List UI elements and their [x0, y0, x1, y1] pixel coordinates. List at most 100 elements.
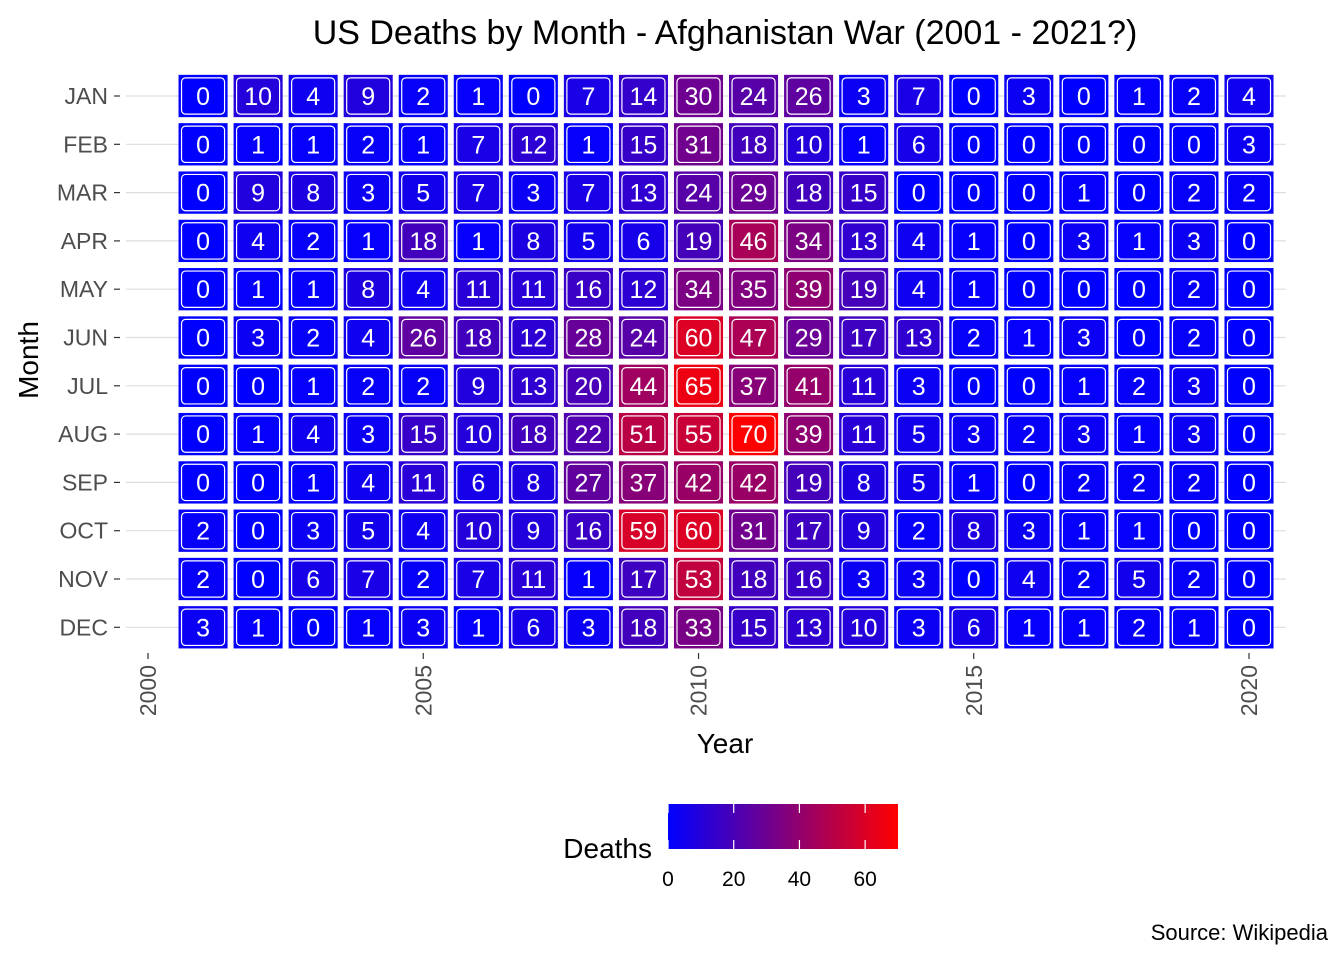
cell-tile [729, 461, 779, 504]
cell-label-box [1061, 77, 1106, 115]
cell-tile [673, 219, 724, 263]
cell-label: 3 [251, 325, 265, 353]
cell-label-box [896, 608, 941, 647]
cell-label: 51 [630, 421, 658, 449]
legend-tick-label: 40 [788, 868, 811, 891]
cell-label-box [786, 367, 831, 405]
cell-tile [784, 461, 834, 504]
cell-tile [1169, 461, 1219, 504]
cell-label: 0 [1022, 180, 1036, 208]
cell-label: 0 [1132, 325, 1146, 353]
cell-label-box [456, 125, 501, 164]
cell-tile [1114, 557, 1164, 601]
cell-label: 13 [795, 614, 823, 642]
cell-label-box [291, 318, 336, 357]
cell-label: 2 [1132, 614, 1146, 642]
cell-tile [673, 123, 724, 166]
cell-tile [343, 268, 393, 311]
cell-label: 0 [526, 83, 540, 111]
cell-label-box [1061, 222, 1106, 260]
heatmap-cell: 3 [1004, 509, 1054, 552]
heatmap-cell: 1 [1004, 606, 1054, 649]
cell-label: 0 [912, 180, 926, 208]
cell-tile [233, 606, 283, 649]
heatmap-cell: 0 [178, 268, 228, 311]
cell-tile [618, 316, 668, 359]
cell-label: 0 [1242, 614, 1256, 642]
cell-label-box [180, 463, 226, 502]
cell-label-box [401, 511, 446, 550]
heatmap-cell: 1 [1169, 606, 1219, 649]
cell-label-box [511, 511, 556, 550]
heatmap-cell: 46 [729, 219, 779, 263]
heatmap-cell: 1 [343, 219, 393, 263]
heatmap-cell: 0 [949, 74, 999, 118]
cell-label-box [401, 560, 446, 598]
cell-label-box [346, 608, 391, 647]
heatmap-cell: 2 [1169, 557, 1219, 601]
cell-label-box [346, 270, 391, 308]
heatmap-cell: 2 [1169, 171, 1219, 214]
heatmap-cell: 1 [1114, 219, 1164, 263]
cell-label-box [621, 270, 666, 308]
cell-label-box [456, 270, 501, 308]
cell-tile [233, 412, 283, 456]
cell-label-box [621, 463, 666, 502]
heatmap-cell: 0 [178, 219, 228, 263]
cell-label: 13 [905, 325, 933, 353]
cell-label-box [346, 511, 391, 550]
cell-label-box [346, 77, 391, 115]
cell-label: 11 [520, 566, 546, 594]
cell-tile [1224, 219, 1274, 263]
heatmap-cell: 3 [894, 557, 944, 601]
y-tick-label: OCT [59, 518, 108, 544]
cell-tile [673, 171, 724, 214]
cell-label: 1 [251, 614, 265, 642]
cell-label: 11 [465, 276, 491, 304]
heatmap-cell: 0 [1059, 74, 1109, 118]
cell-label-box [621, 511, 666, 550]
heatmap-cell: 13 [784, 606, 834, 649]
heatmap-cell: 6 [618, 219, 668, 263]
heatmap-cell: 12 [508, 316, 558, 359]
y-tick-label: DEC [59, 614, 108, 640]
cell-label: 0 [1132, 180, 1146, 208]
cell-label-box [621, 222, 666, 260]
cell-label: 42 [685, 469, 713, 497]
cell-tile [343, 74, 393, 118]
cell-tile [673, 412, 724, 456]
cell-label: 16 [574, 276, 602, 304]
cell-label-box [841, 415, 886, 453]
heatmap-cell: 13 [894, 316, 944, 359]
cell-label-box [566, 318, 611, 357]
cell-label-box [180, 511, 226, 550]
cell-tile [839, 364, 889, 407]
cell-label: 14 [630, 83, 658, 111]
cell-label: 35 [740, 276, 768, 304]
cell-label: 3 [1077, 228, 1091, 256]
cell-tile [729, 74, 779, 118]
cell-label: 0 [196, 276, 210, 304]
cell-label: 2 [1187, 325, 1201, 353]
cell-label-box [401, 367, 446, 405]
cell-label: 8 [361, 276, 375, 304]
cell-label-box [676, 560, 721, 598]
cell-label: 8 [306, 180, 320, 208]
cell-label-box [731, 511, 776, 550]
heatmap-cell: 60 [673, 316, 724, 359]
cell-label-box [180, 318, 226, 357]
cell-label: 0 [1242, 276, 1256, 304]
cell-tile [784, 412, 834, 456]
cell-label-box [1171, 77, 1217, 115]
cell-label-box [841, 608, 886, 647]
cell-label-box [951, 560, 996, 598]
cell-label-box [1006, 367, 1051, 405]
cell-tile [1169, 219, 1219, 263]
heatmap-cell: 15 [398, 412, 448, 456]
heatmap-cell: 0 [1224, 461, 1274, 504]
cell-tile [894, 219, 944, 263]
cell-label-box [1006, 270, 1051, 308]
heatmap-cell: 2 [1114, 364, 1164, 407]
cell-label: 0 [967, 83, 981, 111]
cell-label: 2 [1187, 566, 1201, 594]
